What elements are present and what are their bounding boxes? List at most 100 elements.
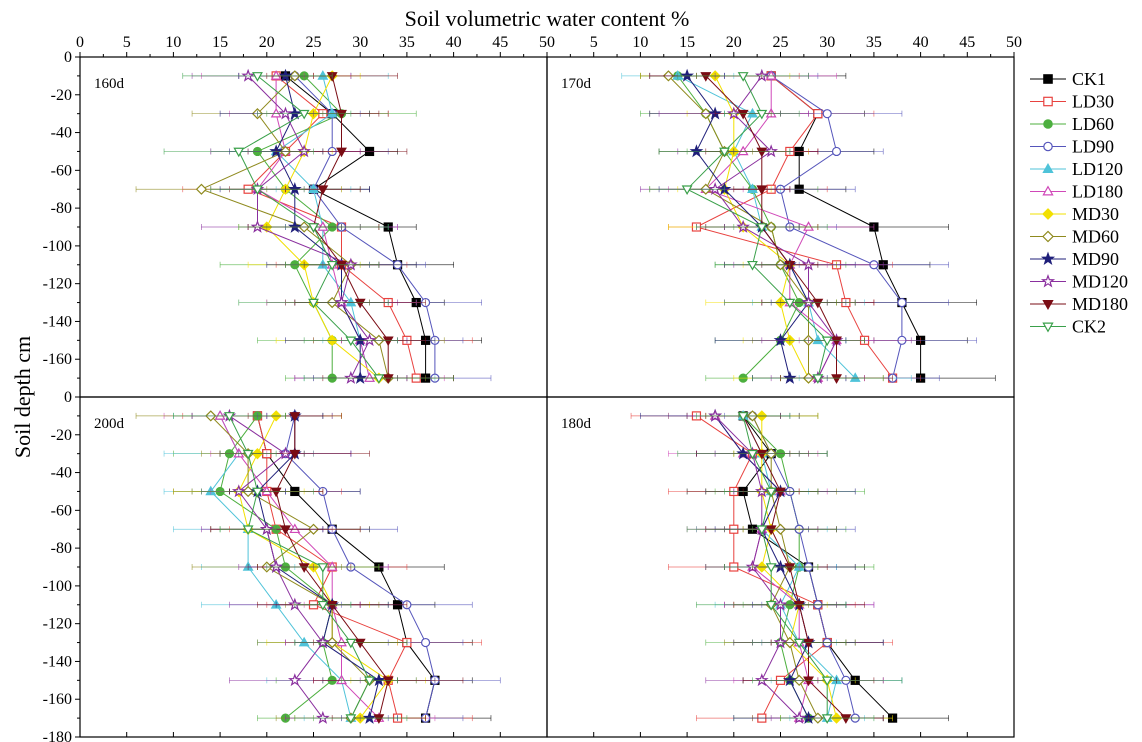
data-point — [231, 484, 246, 498]
data-point — [747, 260, 758, 271]
legend-marker — [1043, 96, 1053, 107]
x-tick-label: 5 — [123, 34, 131, 51]
data-point — [326, 600, 338, 611]
y-tick-label: -120 — [43, 616, 72, 633]
data-point — [420, 637, 431, 648]
data-point — [270, 70, 282, 80]
data-point — [278, 68, 293, 82]
legend-marker — [1043, 141, 1053, 152]
legend-label: LD180 — [1072, 182, 1123, 202]
data-point — [812, 298, 824, 309]
data-point — [336, 260, 347, 271]
data-point — [765, 525, 777, 536]
data-point — [278, 446, 293, 460]
data-point — [336, 109, 347, 120]
panel-160d: 160d — [94, 68, 492, 384]
legend-label: CK2 — [1072, 317, 1106, 337]
data-point — [793, 600, 805, 611]
data-point — [783, 673, 797, 687]
legend-item: MD60 — [1030, 227, 1119, 247]
legend-label: CK1 — [1072, 69, 1106, 89]
x-tick-label: 20 — [726, 34, 742, 51]
data-point — [195, 183, 208, 195]
data-point — [289, 412, 301, 422]
data-point — [849, 372, 861, 382]
data-point — [773, 635, 788, 649]
legend-item: CK1 — [1030, 69, 1106, 89]
data-point — [783, 370, 797, 384]
data-point — [373, 714, 385, 724]
y-tick-label: -100 — [43, 578, 72, 595]
data-point — [689, 144, 704, 158]
legend-label: MD180 — [1072, 294, 1128, 314]
y-tick-label: -20 — [51, 427, 72, 444]
legend-marker — [1042, 322, 1054, 333]
x-tick-label: 15 — [212, 34, 228, 51]
data-point — [336, 147, 347, 158]
legend-item: MD30 — [1030, 204, 1119, 224]
legend-marker — [1042, 162, 1054, 173]
data-point — [680, 68, 694, 82]
data-point — [233, 147, 245, 158]
x-tick-label: 35 — [399, 34, 415, 51]
panel-170d: 170d — [561, 68, 996, 384]
data-point — [297, 144, 311, 158]
data-point — [708, 182, 722, 196]
data-point — [812, 374, 824, 384]
data-point — [364, 372, 375, 382]
x-tick-label: 30 — [819, 34, 835, 51]
data-point — [252, 185, 263, 196]
data-point — [821, 714, 833, 724]
data-point — [287, 182, 302, 196]
data-point — [317, 600, 329, 611]
data-point — [353, 370, 368, 384]
data-point — [287, 673, 302, 687]
data-point — [316, 710, 330, 724]
data-point — [747, 183, 758, 194]
legend-marker — [1042, 300, 1054, 311]
data-point — [345, 638, 357, 649]
data-point — [803, 638, 814, 649]
data-point — [354, 638, 366, 649]
data-point — [287, 219, 302, 233]
legend-item: MD90 — [1030, 249, 1119, 269]
legend-label: LD120 — [1072, 159, 1123, 179]
data-point — [278, 106, 293, 120]
data-point — [831, 374, 842, 384]
data-point — [773, 333, 788, 347]
y-tick-label: -40 — [51, 125, 72, 142]
legend-item: MD180 — [1030, 294, 1128, 314]
chart-title: Soil volumetric water content % — [405, 6, 690, 31]
data-point — [326, 260, 338, 271]
data-point — [345, 714, 357, 724]
legend-label: LD90 — [1072, 137, 1114, 157]
data-point — [382, 374, 394, 384]
data-point — [326, 561, 338, 571]
series-CK2 — [163, 72, 454, 384]
data-point — [765, 563, 777, 573]
x-tick-label: 50 — [1006, 34, 1022, 51]
data-point — [737, 72, 749, 82]
data-point — [298, 636, 310, 647]
data-point — [812, 334, 824, 345]
x-tick-label: 10 — [165, 34, 181, 51]
x-tick-label: 40 — [913, 34, 929, 51]
data-point — [308, 298, 319, 309]
x-tick-label: 10 — [632, 34, 648, 51]
series-CK2 — [649, 72, 884, 384]
data-point — [737, 109, 749, 120]
data-point — [822, 109, 832, 119]
legend-label: MD30 — [1072, 204, 1119, 224]
data-point — [362, 333, 377, 347]
y-tick-label: -120 — [43, 276, 72, 293]
panel-label: 170d — [561, 76, 592, 92]
data-point — [242, 525, 254, 536]
x-tick-label: 5 — [590, 34, 598, 51]
x-tick-label: 25 — [773, 34, 789, 51]
data-point — [803, 221, 814, 231]
y-tick-label: -100 — [43, 238, 72, 255]
x-tick-label: 30 — [352, 34, 368, 51]
data-point — [756, 223, 768, 233]
data-point — [298, 109, 310, 120]
data-point — [317, 563, 329, 573]
